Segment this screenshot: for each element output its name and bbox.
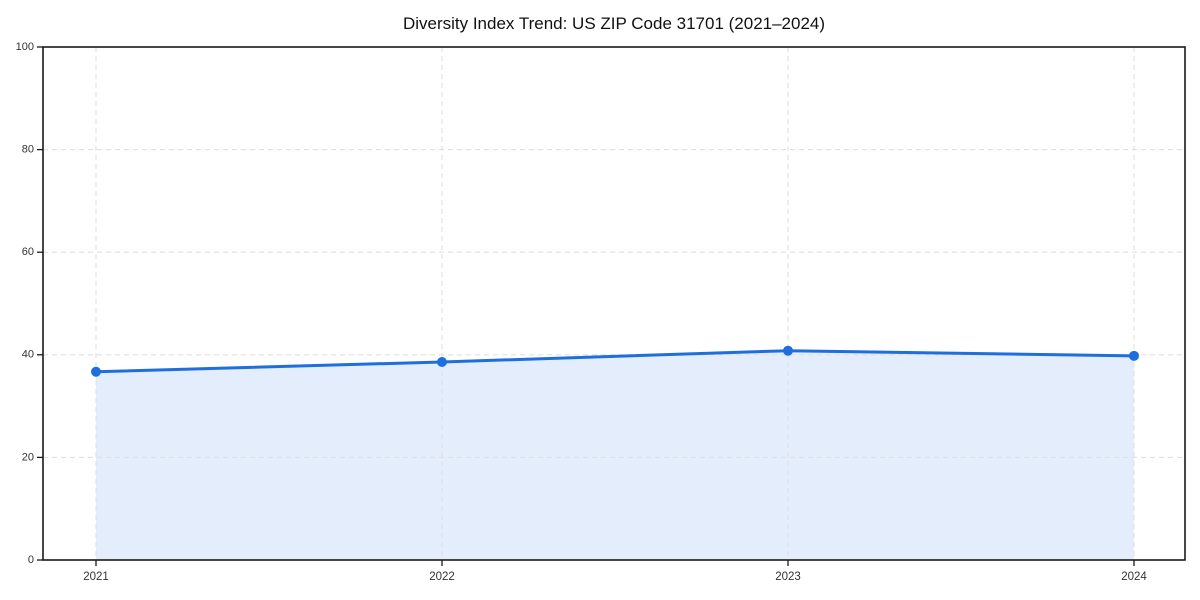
x-tick-label-2024: 2024 (1121, 571, 1147, 583)
area-fill (96, 350, 1134, 560)
x-tick-label-2023: 2023 (775, 571, 801, 583)
chart-title: Diversity Index Trend: US ZIP Code 31701… (402, 14, 826, 33)
plot-border (42, 46, 1186, 561)
data-point-2022 (437, 356, 447, 367)
trend-line (94, 349, 1136, 374)
y-tick-label-80: 80 (22, 144, 34, 156)
data-point-2021 (91, 366, 101, 377)
y-tick-label-20: 20 (22, 451, 34, 463)
y-tick-label-0: 0 (28, 554, 34, 566)
data-point-2023 (783, 345, 793, 356)
y-tick-label-100: 100 (16, 41, 34, 53)
y-tick-label-40: 40 (22, 349, 34, 361)
y-tick-label-60: 60 (22, 246, 34, 258)
data-point-2024 (1129, 350, 1139, 361)
x-tick-label-2022: 2022 (429, 571, 455, 583)
x-tick-label-2021: 2021 (83, 571, 109, 583)
